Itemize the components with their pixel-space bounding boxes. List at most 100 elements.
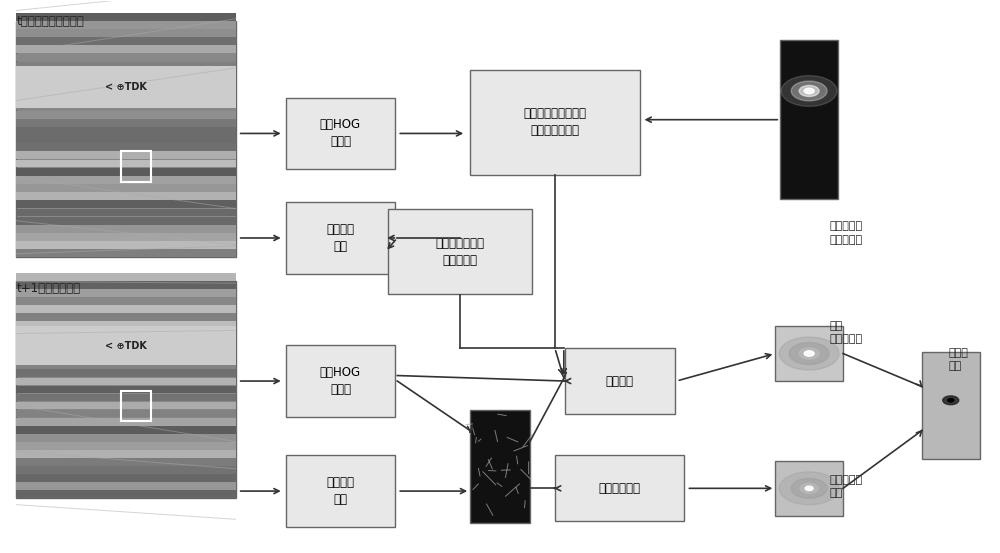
Text: 设计的相关
滤波器响应: 设计的相关 滤波器响应 [829, 222, 862, 244]
Text: 颜色直方图
响应: 颜色直方图 响应 [829, 474, 862, 498]
Bar [16, 289, 236, 297]
Bar [16, 482, 236, 490]
Bar [922, 352, 980, 460]
Bar [16, 127, 236, 135]
Bar [16, 337, 236, 345]
Text: 计算积分图像: 计算积分图像 [599, 482, 641, 495]
Bar [16, 410, 236, 418]
Bar [470, 70, 640, 175]
Bar [121, 152, 151, 181]
Bar [555, 455, 684, 521]
Bar [16, 442, 236, 450]
Bar [16, 62, 236, 70]
Text: 提取颜色
信息: 提取颜色 信息 [326, 223, 354, 253]
Bar [16, 95, 236, 102]
Bar [16, 86, 236, 94]
Bar [775, 461, 843, 516]
Bar [388, 209, 532, 294]
Circle shape [804, 88, 814, 93]
Text: < ⊕TDK: < ⊕TDK [105, 341, 147, 351]
Bar [16, 21, 236, 29]
Bar [16, 152, 236, 159]
Bar [16, 225, 236, 233]
Bar [16, 241, 236, 249]
Bar [16, 353, 236, 361]
Bar [16, 345, 236, 353]
Bar [16, 54, 236, 61]
Bar [16, 111, 236, 118]
Bar [286, 455, 395, 527]
Text: t+1时刻待跟踪帧: t+1时刻待跟踪帧 [16, 282, 80, 295]
Bar [286, 98, 395, 169]
Text: t时刻图像帧跟踪结果: t时刻图像帧跟踪结果 [16, 15, 84, 28]
Bar [16, 321, 236, 329]
Bar [16, 458, 236, 466]
Bar [780, 40, 838, 200]
Bar [16, 37, 236, 45]
Bar [16, 394, 236, 401]
Bar [16, 45, 236, 53]
Bar [16, 401, 236, 409]
Text: 响应值
融合: 响应值 融合 [949, 348, 969, 371]
Bar [286, 345, 395, 417]
Bar [16, 418, 236, 425]
Bar [16, 326, 236, 366]
Bar [16, 184, 236, 192]
Circle shape [943, 396, 959, 405]
Bar [16, 490, 236, 498]
Text: 提取HOG
特征值: 提取HOG 特征值 [320, 366, 361, 396]
Circle shape [781, 76, 837, 106]
Bar [16, 466, 236, 474]
Bar [16, 78, 236, 86]
Bar [16, 378, 236, 385]
Bar [16, 426, 236, 434]
Bar [16, 474, 236, 482]
Bar [16, 66, 236, 108]
Bar [16, 70, 236, 78]
Circle shape [779, 472, 839, 505]
Circle shape [779, 337, 839, 370]
Bar [16, 20, 236, 257]
Circle shape [948, 399, 954, 402]
Circle shape [804, 351, 814, 356]
Text: 更新颜色直方图
检波器参数: 更新颜色直方图 检波器参数 [436, 237, 485, 267]
Bar [775, 326, 843, 381]
Bar [16, 305, 236, 313]
Circle shape [805, 486, 813, 491]
Bar [16, 102, 236, 111]
Bar [16, 273, 236, 280]
Bar [16, 434, 236, 442]
Bar [16, 176, 236, 184]
Bar [565, 348, 675, 414]
Bar [470, 410, 530, 523]
Bar [16, 217, 236, 225]
Bar [16, 313, 236, 321]
Bar [16, 280, 236, 498]
Bar [16, 160, 236, 168]
Bar [16, 200, 236, 208]
Bar [16, 297, 236, 305]
Text: < ⊕TDK: < ⊕TDK [105, 82, 147, 92]
Bar [16, 208, 236, 216]
Bar [16, 362, 236, 369]
Text: 相关
滤波器响应: 相关 滤波器响应 [829, 321, 862, 344]
Bar [16, 13, 236, 20]
Bar [16, 135, 236, 143]
Bar [16, 192, 236, 200]
Bar [16, 369, 236, 377]
Circle shape [799, 86, 819, 96]
Bar [16, 143, 236, 151]
Bar [286, 202, 395, 274]
Bar [16, 385, 236, 393]
Circle shape [791, 81, 827, 101]
Bar [16, 329, 236, 337]
Text: 提取颜色
信息: 提取颜色 信息 [326, 476, 354, 506]
Circle shape [800, 483, 818, 493]
Bar [16, 450, 236, 458]
Bar [16, 281, 236, 289]
Circle shape [791, 478, 827, 498]
Circle shape [789, 342, 829, 364]
Circle shape [799, 348, 819, 359]
Bar [16, 233, 236, 241]
Bar [16, 168, 236, 176]
